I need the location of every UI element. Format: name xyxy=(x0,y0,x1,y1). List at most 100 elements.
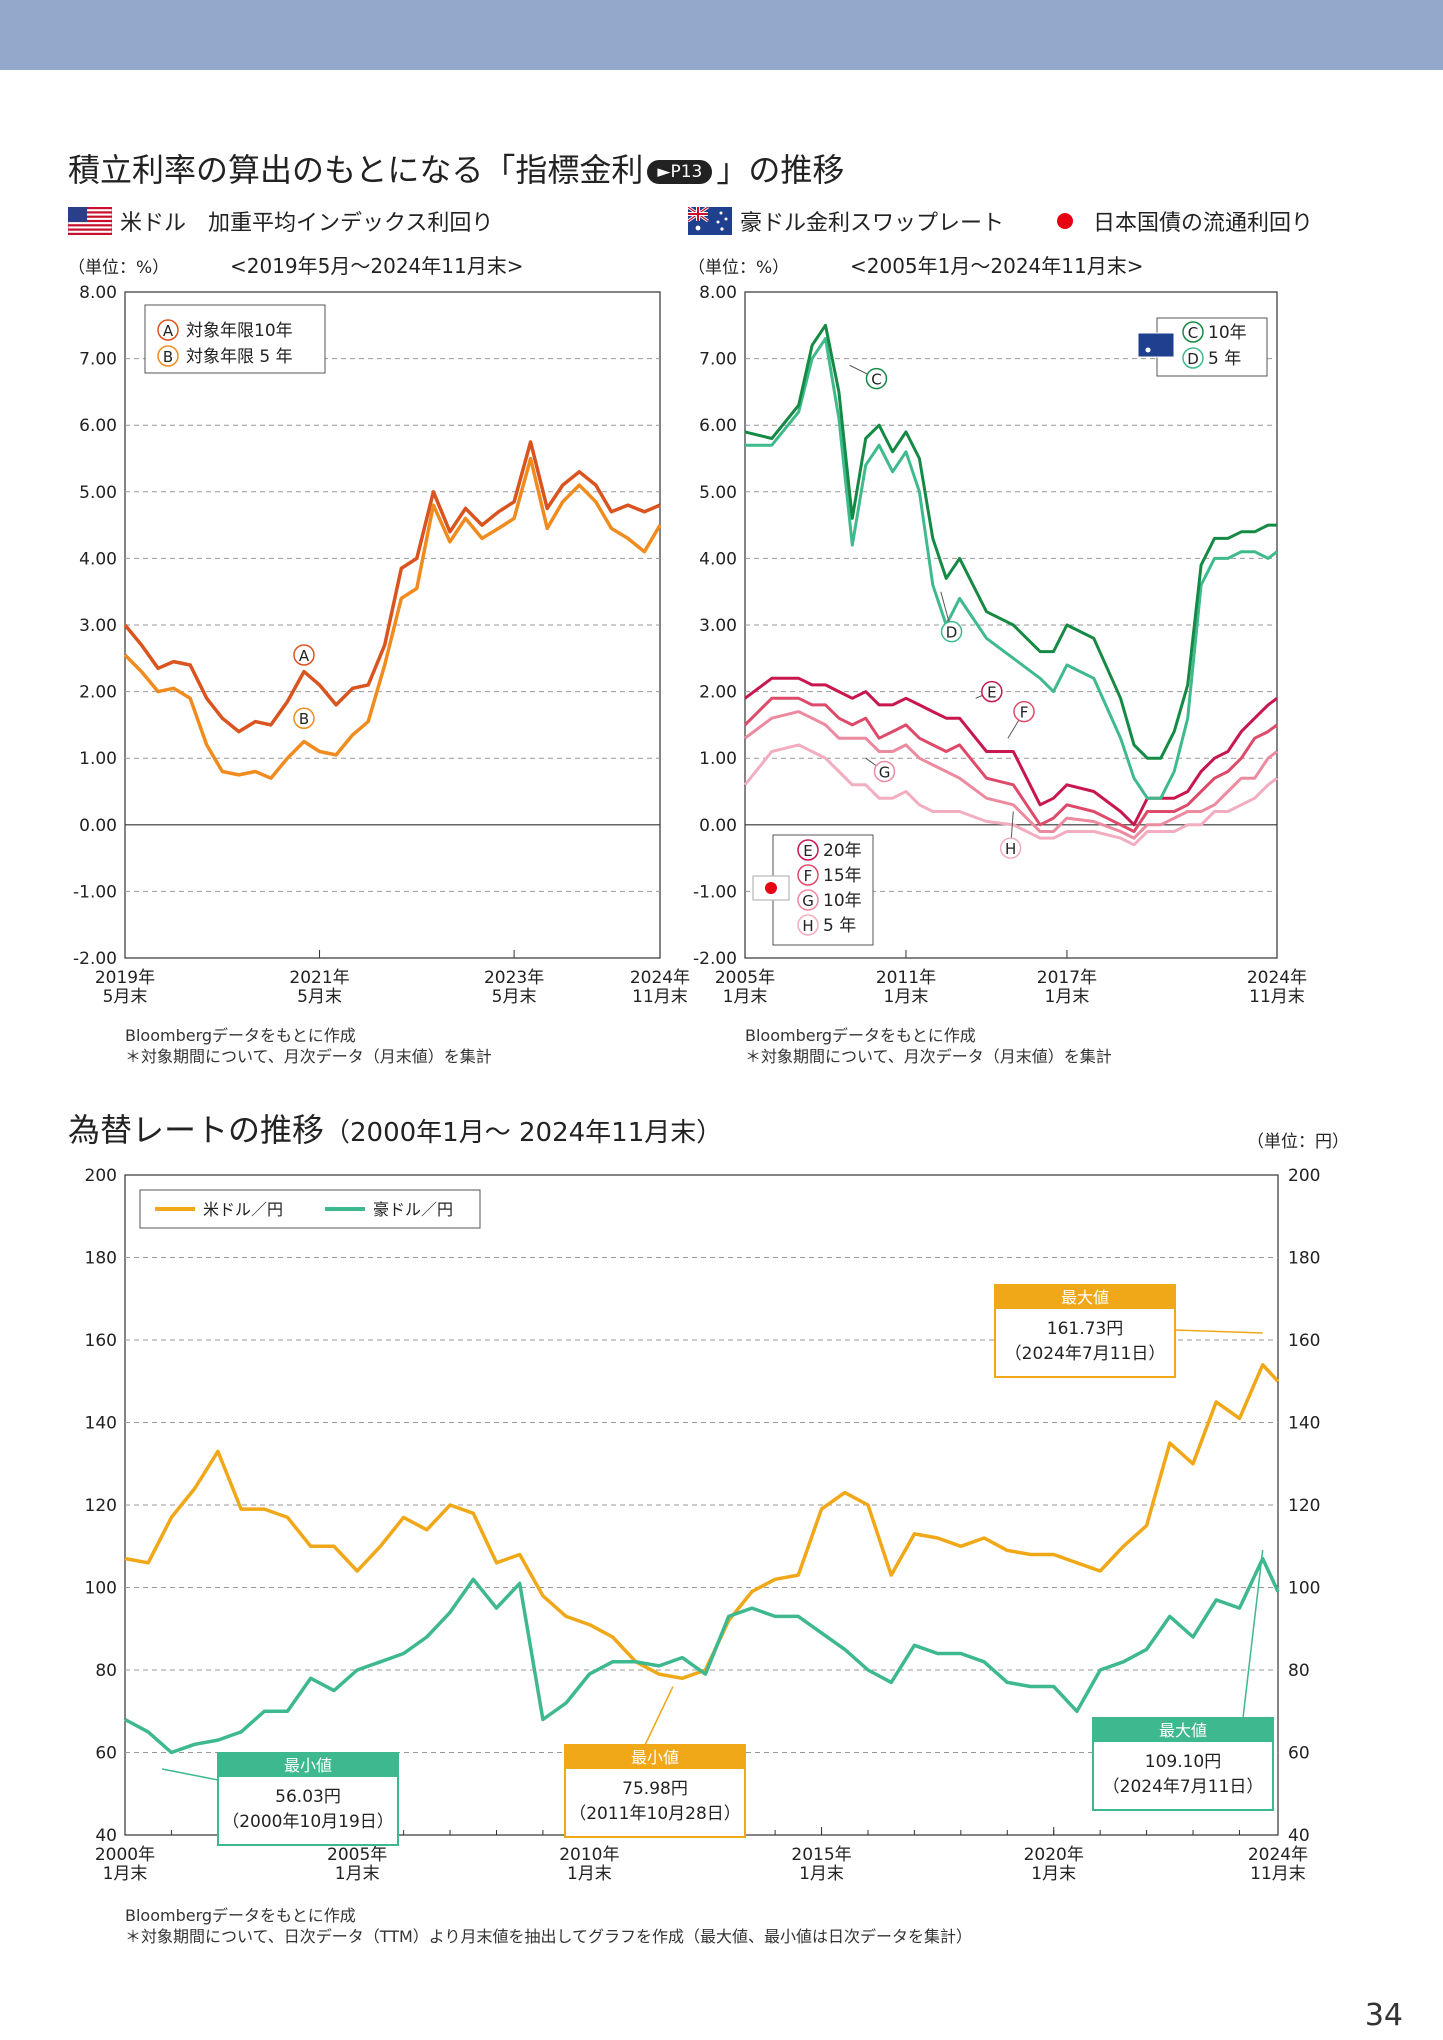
x-tick-label-sub: 1月末 xyxy=(335,1864,380,1884)
fx-annotation-value-3: 56.03円 xyxy=(275,1787,341,1807)
left-note: Bloombergデータをもとに作成 ＊対象期間について、月次データ（月末値）を… xyxy=(125,1025,492,1067)
y-tick-label-right: 40 xyxy=(1288,1826,1310,1846)
x-tick-label-sub: 1月末 xyxy=(1031,1864,1076,1884)
legend-box-aud xyxy=(1156,317,1268,377)
left-note-period: ＊対象期間について、月次データ（月末値）を集計 xyxy=(125,1047,492,1066)
au-flag-small-icon-star xyxy=(1145,347,1151,353)
fx-annotation-tag-2: 最大値 xyxy=(1159,1721,1207,1740)
annotation-F-letter: F xyxy=(1020,704,1029,722)
y-tick-label: 7.00 xyxy=(699,350,737,370)
fx-annotation-tag-bg-3 xyxy=(218,1753,398,1777)
legend-label-C: 10年 xyxy=(1208,323,1247,343)
x-tick-label: 2019年 xyxy=(95,968,155,988)
fx-annotation-leader-1 xyxy=(644,1686,674,1746)
right-unit: （単位：%） xyxy=(688,258,790,278)
legend-mark-F-circle xyxy=(797,864,819,886)
annotation-D-circle xyxy=(940,620,963,643)
x-tick-label-sub: 5月末 xyxy=(297,987,342,1007)
x-tick-label: 2024年 xyxy=(630,968,690,988)
y-tick-label: 2.00 xyxy=(79,683,117,703)
legend-box-jgb xyxy=(772,834,874,946)
legend-mark-C-letter: C xyxy=(1188,324,1198,342)
page-ref-badge[interactable]: ►P13 xyxy=(647,160,713,184)
y-tick-label: 8.00 xyxy=(699,283,737,303)
y-tick-label: 200 xyxy=(85,1166,117,1186)
legend-mark-A-letter: A xyxy=(163,322,174,340)
legend-label-B: 対象年限 5 年 xyxy=(186,347,293,367)
fx-annotation-tag-bg-1 xyxy=(565,1745,745,1769)
legend-mark-H-circle xyxy=(797,914,819,936)
fx-annotation-value-1: 75.98円 xyxy=(622,1779,688,1799)
legend-label-E: 20年 xyxy=(823,841,862,861)
legend-usd-label: 米ドル 加重平均インデックス利回り xyxy=(120,211,494,236)
legend-label-G: 10年 xyxy=(823,891,862,911)
y-tick-label: 180 xyxy=(85,1249,117,1269)
x-tick-label: 2000年 xyxy=(95,1845,155,1865)
fx-annotation-value-0: 161.73円 xyxy=(1047,1319,1123,1339)
x-tick-label: 2005年 xyxy=(327,1845,387,1865)
legend-mark-E-letter: E xyxy=(803,842,812,860)
legend-mark-G-circle xyxy=(797,889,819,911)
legend-label-F: 15年 xyxy=(823,866,862,886)
fx-annotation-tag-0: 最大値 xyxy=(1061,1288,1109,1307)
legend-jgb: 日本国債の流通利回り xyxy=(1045,205,1313,237)
x-tick-label-sub: 1月末 xyxy=(567,1864,612,1884)
y-tick-label: 100 xyxy=(85,1579,117,1599)
annotation-A-circle xyxy=(293,644,315,666)
x-tick-label: 2010年 xyxy=(559,1845,619,1865)
legend-label-D: 5 年 xyxy=(1208,349,1241,369)
y-tick-label: 8.00 xyxy=(79,283,117,303)
legend-usd: 米ドル 加重平均インデックス利回り xyxy=(68,205,493,237)
y-tick-label: 140 xyxy=(85,1414,117,1434)
y-tick-label-right: 120 xyxy=(1288,1496,1320,1516)
fx-series-line-0 xyxy=(124,1363,1280,1681)
y-tick-label: 0.00 xyxy=(699,816,737,836)
x-tick-label: 2024年 xyxy=(1248,1845,1308,1865)
y-tick-label-right: 140 xyxy=(1288,1414,1320,1434)
annotation-A-letter: A xyxy=(299,647,310,665)
annotation-G-letter: G xyxy=(879,764,891,782)
annotation-E-letter: E xyxy=(987,684,996,702)
annotation-C-letter: C xyxy=(871,371,881,389)
x-tick-label-sub: 11月末 xyxy=(1250,1864,1306,1884)
series-line-A xyxy=(123,440,661,734)
y-tick-label: 7.00 xyxy=(79,350,117,370)
right-period: <2005年1月～2024年11月末> xyxy=(850,254,1144,278)
x-tick-label-sub: 1月末 xyxy=(103,1864,148,1884)
y-tick-label: 80 xyxy=(95,1661,117,1681)
y-tick-label: 4.00 xyxy=(699,549,737,569)
x-tick-label-sub: 1月末 xyxy=(884,987,929,1007)
x-tick-label: 2011年 xyxy=(876,968,936,988)
y-tick-label: 160 xyxy=(85,1331,117,1351)
legend-mark-D-circle xyxy=(1182,347,1204,369)
au-flag-icon xyxy=(688,207,732,235)
jp-flag-small-icon-sun xyxy=(765,882,777,894)
y-tick-label: -1.00 xyxy=(73,882,117,902)
x-tick-label: 2005年 xyxy=(715,968,775,988)
y-tick-label: 2.00 xyxy=(699,683,737,703)
x-tick-label-sub: 5月末 xyxy=(103,987,148,1007)
y-tick-label-right: 60 xyxy=(1288,1744,1310,1764)
annotation-C-circle xyxy=(865,367,888,390)
fx-unit: （単位：円） xyxy=(1247,1132,1349,1152)
x-tick-label: 2017年 xyxy=(1037,968,1097,988)
y-tick-label: 0.00 xyxy=(79,816,117,836)
x-tick-label: 2024年 xyxy=(1247,968,1307,988)
fx-title: 為替レートの推移（2000年1月～ 2024年11月末） xyxy=(68,1105,722,1151)
y-tick-label-right: 160 xyxy=(1288,1331,1320,1351)
page-number: 34 xyxy=(1364,1998,1403,2033)
fx-note-period: ＊対象期間について、日次データ（TTM）より月末値を抽出してグラフを作成（最大値… xyxy=(125,1927,972,1946)
left-unit: （単位：%） xyxy=(68,258,170,278)
fx-annotation-leader-2 xyxy=(1242,1549,1264,1719)
y-tick-label: 4.00 xyxy=(79,549,117,569)
right-note: Bloombergデータをもとに作成 ＊対象期間について、月次データ（月末値）を… xyxy=(745,1025,1112,1067)
fx-title-text: 為替レートの推移 xyxy=(68,1111,325,1149)
legend-mark-E-circle xyxy=(797,839,819,861)
right-note-period: ＊対象期間について、月次データ（月末値）を集計 xyxy=(745,1047,1112,1066)
right-note-source: Bloombergデータをもとに作成 xyxy=(745,1026,976,1045)
y-tick-label: 1.00 xyxy=(79,749,117,769)
legend-aud-label: 豪ドル金利スワップレート xyxy=(740,211,1005,236)
y-tick-label: 5.00 xyxy=(699,483,737,503)
fx-annotation-tag-bg-2 xyxy=(1093,1718,1273,1742)
jp-flag-icon xyxy=(1045,207,1085,235)
